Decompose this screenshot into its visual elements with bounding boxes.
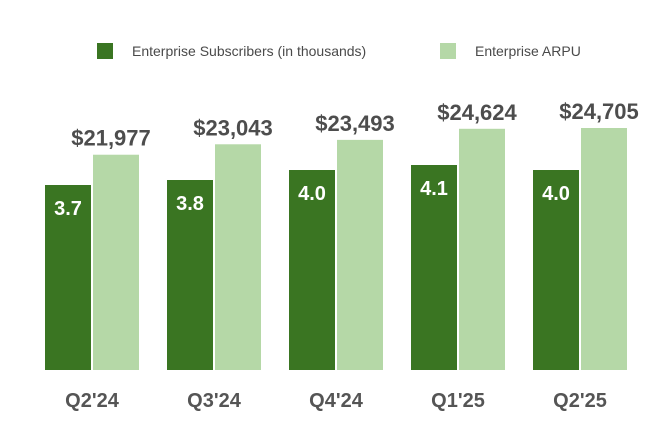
- bar-arpu-0: [93, 154, 139, 370]
- bar-arpu-3: [459, 128, 505, 370]
- legend-swatch-arpu: [440, 43, 456, 59]
- bar-subscribers-1: [167, 180, 213, 370]
- legend: Enterprise Subscribers (in thousands) En…: [97, 43, 581, 59]
- legend-swatch-subscribers: [97, 43, 113, 59]
- x-tick-label-0: Q2'24: [65, 390, 120, 412]
- data-label-arpu-1: $23,043: [193, 115, 273, 140]
- bar-subscribers-4: [533, 170, 579, 370]
- bar-arpu-4: [581, 128, 627, 370]
- bar-arpu-1: [215, 144, 261, 370]
- data-label-arpu-2: $23,493: [315, 111, 395, 136]
- bar-subscribers-3: [411, 165, 457, 370]
- data-label-arpu-4: $24,705: [559, 99, 639, 124]
- data-label-subscribers-0: 3.7: [54, 198, 82, 220]
- x-tick-label-2: Q4'24: [309, 390, 364, 412]
- x-tick-label-1: Q3'24: [187, 390, 242, 412]
- legend-label-subscribers: Enterprise Subscribers (in thousands): [132, 43, 366, 59]
- data-label-arpu-0: $21,977: [71, 126, 151, 151]
- plot-area: 3.7 $21,977 Q2'24 3.8 $23,043 Q3'24 4.0 $23,493…: [45, 99, 639, 412]
- bar-subscribers-0: [45, 185, 91, 370]
- data-label-subscribers-2: 4.0: [298, 183, 326, 205]
- data-label-subscribers-4: 4.0: [542, 183, 570, 205]
- bar-subscribers-2: [289, 170, 335, 370]
- x-tick-label-4: Q2'25: [553, 390, 607, 412]
- legend-label-arpu: Enterprise ARPU: [475, 43, 581, 59]
- data-label-subscribers-1: 3.8: [176, 193, 204, 215]
- x-tick-label-3: Q1'25: [431, 390, 485, 412]
- data-label-subscribers-3: 4.1: [420, 178, 448, 200]
- data-label-arpu-3: $24,624: [437, 100, 517, 125]
- bar-arpu-2: [337, 139, 383, 370]
